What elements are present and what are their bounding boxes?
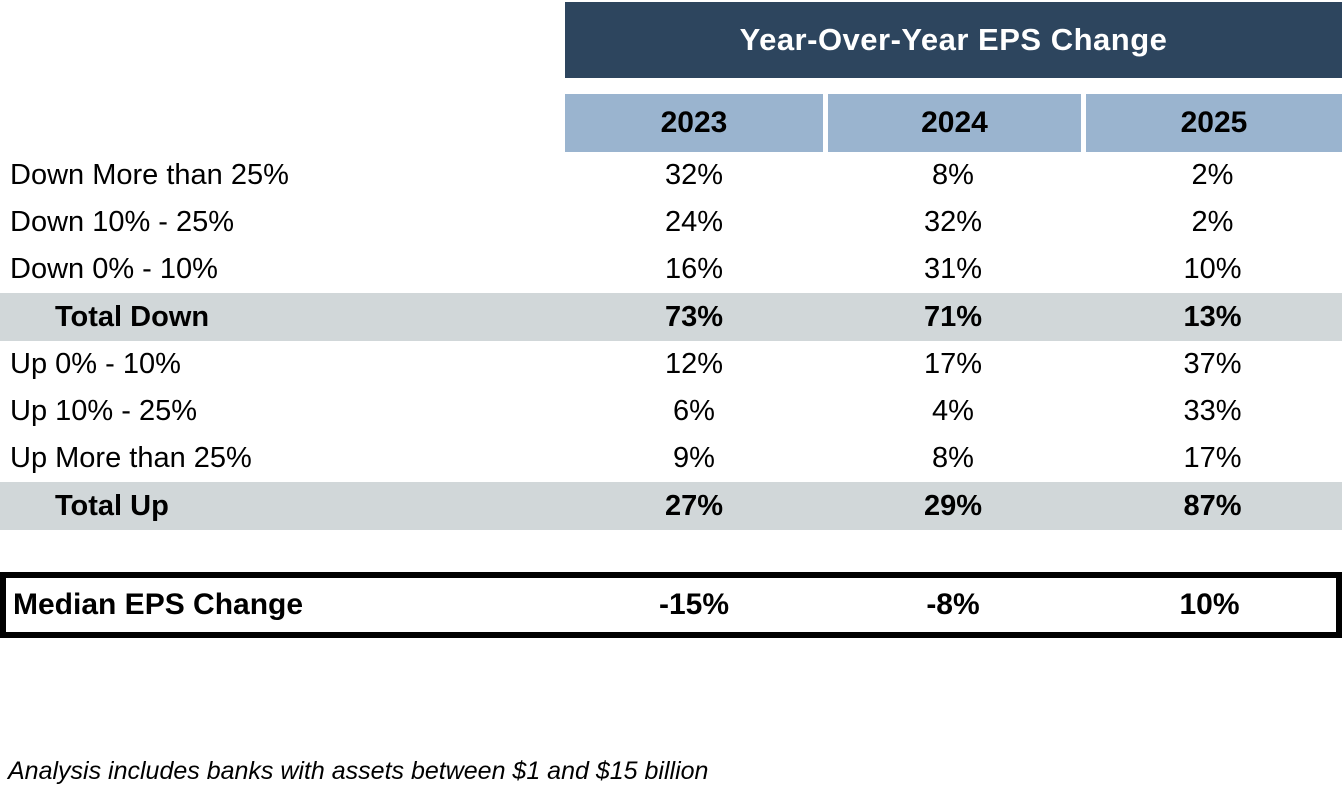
table-row: Up More than 25% 9% 8% 17% [0, 435, 1342, 482]
table-cell: 37% [1183, 348, 1242, 380]
table-cell: 12% [664, 348, 724, 380]
footnotes: Analysis includes banks with assets betw… [8, 656, 888, 795]
table-row-total-up: Total Up 27% 29% 87% [0, 482, 1342, 530]
column-header-2024: 2024 [828, 94, 1081, 152]
median-cell: 10% [1179, 588, 1240, 621]
table-cell: 27% [664, 489, 724, 522]
table-cell: 16% [664, 253, 724, 285]
row-label: Up 0% - 10% [10, 348, 181, 380]
table-cell: 17% [1183, 442, 1242, 474]
table-cell: 2% [1191, 206, 1234, 238]
median-eps-change-row: Median EPS Change -15% -8% 10% [0, 572, 1342, 638]
table-cell: 10% [1183, 253, 1242, 285]
column-header-row: 2023 2024 2025 [565, 94, 1342, 152]
table-row: Down 0% - 10% 16% 31% 10% [0, 246, 1342, 293]
table-body: Down More than 25% 32% 8% 2% Down 10% - … [0, 152, 1342, 530]
row-label: Total Down [55, 300, 210, 333]
column-header-2025: 2025 [1086, 94, 1342, 152]
footnote-assets: Analysis includes banks with assets betw… [8, 757, 709, 785]
table-cell: 87% [1183, 489, 1242, 522]
table-row: Down 10% - 25% 24% 32% 2% [0, 199, 1342, 246]
table-cell: 17% [923, 348, 983, 380]
table-cell: 6% [673, 395, 715, 427]
table-row-total-down: Total Down 73% 71% 13% [0, 293, 1342, 341]
column-header-2023: 2023 [565, 94, 823, 152]
table-cell: 29% [923, 489, 983, 522]
row-label: Total Up [55, 489, 169, 522]
row-label: Up More than 25% [10, 442, 252, 474]
table-cell: 71% [923, 300, 983, 333]
table-cell: 2% [1191, 159, 1234, 191]
table-cell: 31% [923, 253, 983, 285]
table-cell: 33% [1183, 395, 1242, 427]
table-title: Year-Over-Year EPS Change [739, 22, 1168, 57]
median-row-label: Median EPS Change [13, 588, 304, 621]
table-cell: 8% [932, 159, 974, 191]
table-cell: 4% [932, 395, 974, 427]
table-cell: 9% [673, 442, 715, 474]
table-cell: 32% [664, 159, 724, 191]
row-label: Down 10% - 25% [10, 206, 235, 238]
row-label: Up 10% - 25% [10, 395, 197, 427]
row-label: Down 0% - 10% [10, 253, 218, 285]
table-row: Up 10% - 25% 6% 4% 33% [0, 388, 1342, 435]
row-label: Down More than 25% [10, 159, 289, 191]
table-row: Up 0% - 10% 12% 17% 37% [0, 341, 1342, 388]
table-cell: 13% [1183, 300, 1242, 333]
median-cell: -8% [926, 588, 980, 621]
table-title-bar: Year-Over-Year EPS Change [565, 2, 1342, 78]
median-cell: -15% [658, 588, 730, 621]
table-cell: 32% [923, 206, 983, 238]
table-cell: 8% [932, 442, 974, 474]
table-cell: 24% [664, 206, 724, 238]
table-cell: 73% [664, 300, 724, 333]
table-row: Down More than 25% 32% 8% 2% [0, 152, 1342, 199]
